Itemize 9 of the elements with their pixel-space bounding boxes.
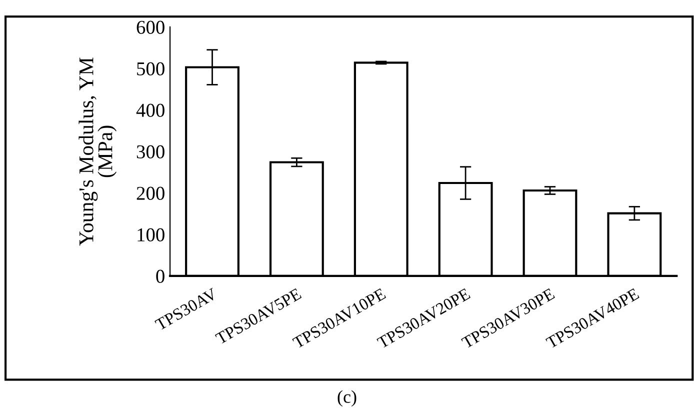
y-tick-label: 400	[136, 104, 164, 117]
y-tick-label: 600	[136, 20, 164, 34]
text: (c)	[338, 390, 356, 407]
y-tick-label: 300	[136, 145, 164, 158]
y-tick-label: 200	[136, 186, 164, 200]
y-tick-label: 500	[137, 62, 164, 76]
y-axis-title: Young's Modulus, YM (MPa)	[78, 58, 117, 246]
y-tick-label: 100	[138, 228, 164, 242]
y-tick-label: 0	[156, 270, 164, 283]
